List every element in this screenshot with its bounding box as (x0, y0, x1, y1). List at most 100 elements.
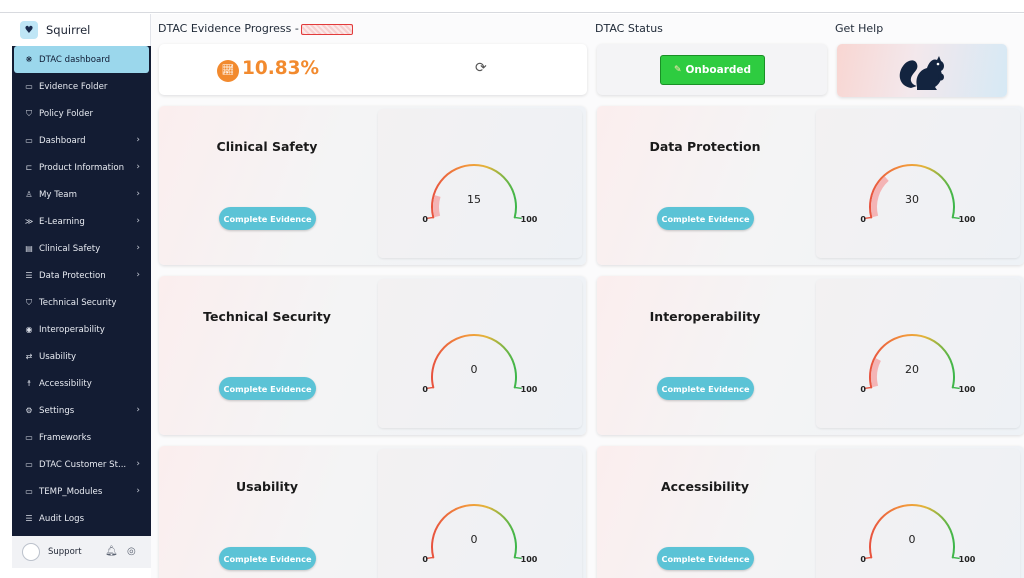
complete-evidence-button[interactable]: Complete Evidence (657, 547, 754, 570)
sidebar-item-accessibility[interactable]: ☨ Accessibility (12, 370, 151, 397)
sidebar-nav: ❋ DTAC dashboard ▭ Evidence Folder ⛉ Policy… (12, 46, 151, 532)
bell-icon[interactable]: 🔔︎ (105, 546, 118, 557)
monitor-icon: ▭ (25, 432, 33, 442)
sidebar-item-label: Frameworks (39, 432, 92, 443)
gauge-arc (431, 504, 517, 559)
squirrel-icon (899, 56, 944, 90)
gauge-arc (869, 334, 955, 389)
sidebar-item-label: E-Learning (39, 216, 85, 227)
evidence-title: Data Protection (649, 139, 761, 154)
sidebar-item-label: Technical Security (39, 297, 117, 308)
evidence-title: Usability (236, 479, 298, 494)
sidebar-item-usability[interactable]: ⇄ Usability (12, 343, 151, 370)
refresh-icon[interactable]: ⟳ (475, 60, 487, 76)
sidebar-item-label: DTAC dashboard (39, 54, 111, 65)
gauge: 0 100 0 (816, 449, 1020, 578)
sidebar-item-settings[interactable]: ⚙ Settings › (12, 397, 151, 424)
sidebar-item-label: Policy Folder (39, 108, 94, 119)
progress-percentage: 10.83% (242, 58, 320, 79)
chevron-right-icon: › (136, 189, 140, 199)
database-icon: ☰ (25, 270, 33, 280)
gauge-end-tick (864, 386, 872, 390)
cart-icon: ⊏ (25, 162, 33, 172)
gauge-svg (864, 164, 960, 220)
sidebar-item-dashboard[interactable]: ▭ Dashboard › (12, 127, 151, 154)
status-section-title: DTAC Status (595, 22, 663, 35)
status-card: ✎ Onboarded (597, 44, 827, 95)
help-icon[interactable]: ◎ (127, 546, 136, 557)
chevron-right-icon: › (136, 216, 140, 226)
gauge-max-label: 100 (520, 555, 538, 565)
gauge-svg (426, 164, 522, 220)
gauge-value-label: 0 (908, 533, 916, 546)
main-content: DTAC Evidence Progress - DTAC Status Get… (151, 14, 1024, 578)
sidebar-item-label: TEMP_Modules (39, 486, 103, 497)
complete-evidence-button[interactable]: Complete Evidence (219, 547, 316, 570)
evidence-card-clinical-safety: Clinical Safety Complete Evidence 0 100 15 (159, 106, 586, 265)
sidebar-item-technical-security[interactable]: ⛉ Technical Security (12, 289, 151, 316)
sidebar-item-dtac-customer-st[interactable]: ▭ DTAC Customer St... › (12, 451, 151, 478)
status-badge: ✎ Onboarded (660, 55, 765, 85)
evidence-card-interoperability: Interoperability Complete Evidence 0 100 2… (597, 276, 1024, 435)
sidebar-item-clinical-safety[interactable]: ▤ Clinical Safety › (12, 235, 151, 262)
sidebar-item-product-information[interactable]: ⊏ Product Information › (12, 154, 151, 181)
gauge-end-tick (952, 556, 960, 560)
chevron-right-icon: › (136, 243, 140, 253)
sidebar-item-label: Interoperability (39, 324, 105, 335)
chevron-right-icon: › (136, 405, 140, 415)
sidebar-item-label: Usability (39, 351, 77, 362)
brand[interactable]: ♥ Squirrel (12, 14, 151, 46)
sidebar-item-audit-logs[interactable]: ☰ Audit Logs (12, 505, 151, 532)
gauge-end-tick (514, 216, 522, 220)
chevron-right-icon: › (136, 486, 140, 496)
gauge-svg (864, 504, 960, 560)
get-help-card[interactable] (837, 44, 1007, 97)
sidebar-item-evidence-folder[interactable]: ▭ Evidence Folder (12, 73, 151, 100)
app-name: Squirrel (46, 23, 91, 37)
progress-section-title: DTAC Evidence Progress - (158, 22, 353, 35)
chevron-right-icon: › (136, 270, 140, 280)
sidebar-item-temp-modules[interactable]: ▭ TEMP_Modules › (12, 478, 151, 505)
top-divider (0, 12, 1024, 13)
gauge-arc (431, 164, 517, 219)
progress-title-text: DTAC Evidence Progress - (158, 22, 299, 35)
sidebar-item-interoperability[interactable]: ◉ Interoperability (12, 316, 151, 343)
gauge-end-tick (952, 386, 960, 390)
gauge-arc (869, 164, 955, 219)
sidebar-item-data-protection[interactable]: ☰ Data Protection › (12, 262, 151, 289)
complete-evidence-button[interactable]: Complete Evidence (657, 207, 754, 230)
sidebar-item-my-team[interactable]: ♙ My Team › (12, 181, 151, 208)
chevron-right-icon: › (136, 135, 140, 145)
monitor-icon: ▭ (25, 135, 33, 145)
sidebar-item-policy-folder[interactable]: ⛉ Policy Folder (12, 100, 151, 127)
dashboard-icon: ❋ (25, 54, 33, 64)
support-bar[interactable]: Support 🔔︎ ◎ (12, 536, 151, 568)
sidebar-item-label: Dashboard (39, 135, 86, 146)
gauge-svg (864, 334, 960, 390)
complete-evidence-button[interactable]: Complete Evidence (219, 377, 316, 400)
gauge-svg (426, 504, 522, 560)
sidebar-item-e-learning[interactable]: ≫ E-Learning › (12, 208, 151, 235)
gauge-max-label: 100 (520, 215, 538, 225)
gauge-max-label: 100 (520, 385, 538, 395)
gauge-end-tick (864, 556, 872, 560)
globe-icon: ◉ (25, 324, 33, 334)
gauge: 0 100 30 (816, 109, 1020, 258)
chevron-right-icon: › (136, 459, 140, 469)
avatar[interactable] (22, 543, 40, 561)
sidebar-item-frameworks[interactable]: ▭ Frameworks (12, 424, 151, 451)
support-label[interactable]: Support (48, 547, 82, 557)
chevron-right-icon: › (136, 162, 140, 172)
heart-icon: ♥ (20, 21, 38, 39)
gauge-min-label: 0 (422, 555, 428, 565)
sidebar-item-label: Clinical Safety (39, 243, 101, 254)
complete-evidence-button[interactable]: Complete Evidence (657, 377, 754, 400)
help-section-title: Get Help (835, 22, 884, 35)
evidence-card-technical-security: Technical Security Complete Evidence 0 10… (159, 276, 586, 435)
complete-evidence-button[interactable]: Complete Evidence (219, 207, 316, 230)
sidebar-item-label: Audit Logs (39, 513, 85, 524)
gauge: 0 100 20 (816, 279, 1020, 428)
sidebar-item-dtac-dashboard[interactable]: ❋ DTAC dashboard (14, 46, 149, 73)
gauge-min-label: 0 (860, 385, 866, 395)
gauge-end-tick (864, 216, 872, 220)
